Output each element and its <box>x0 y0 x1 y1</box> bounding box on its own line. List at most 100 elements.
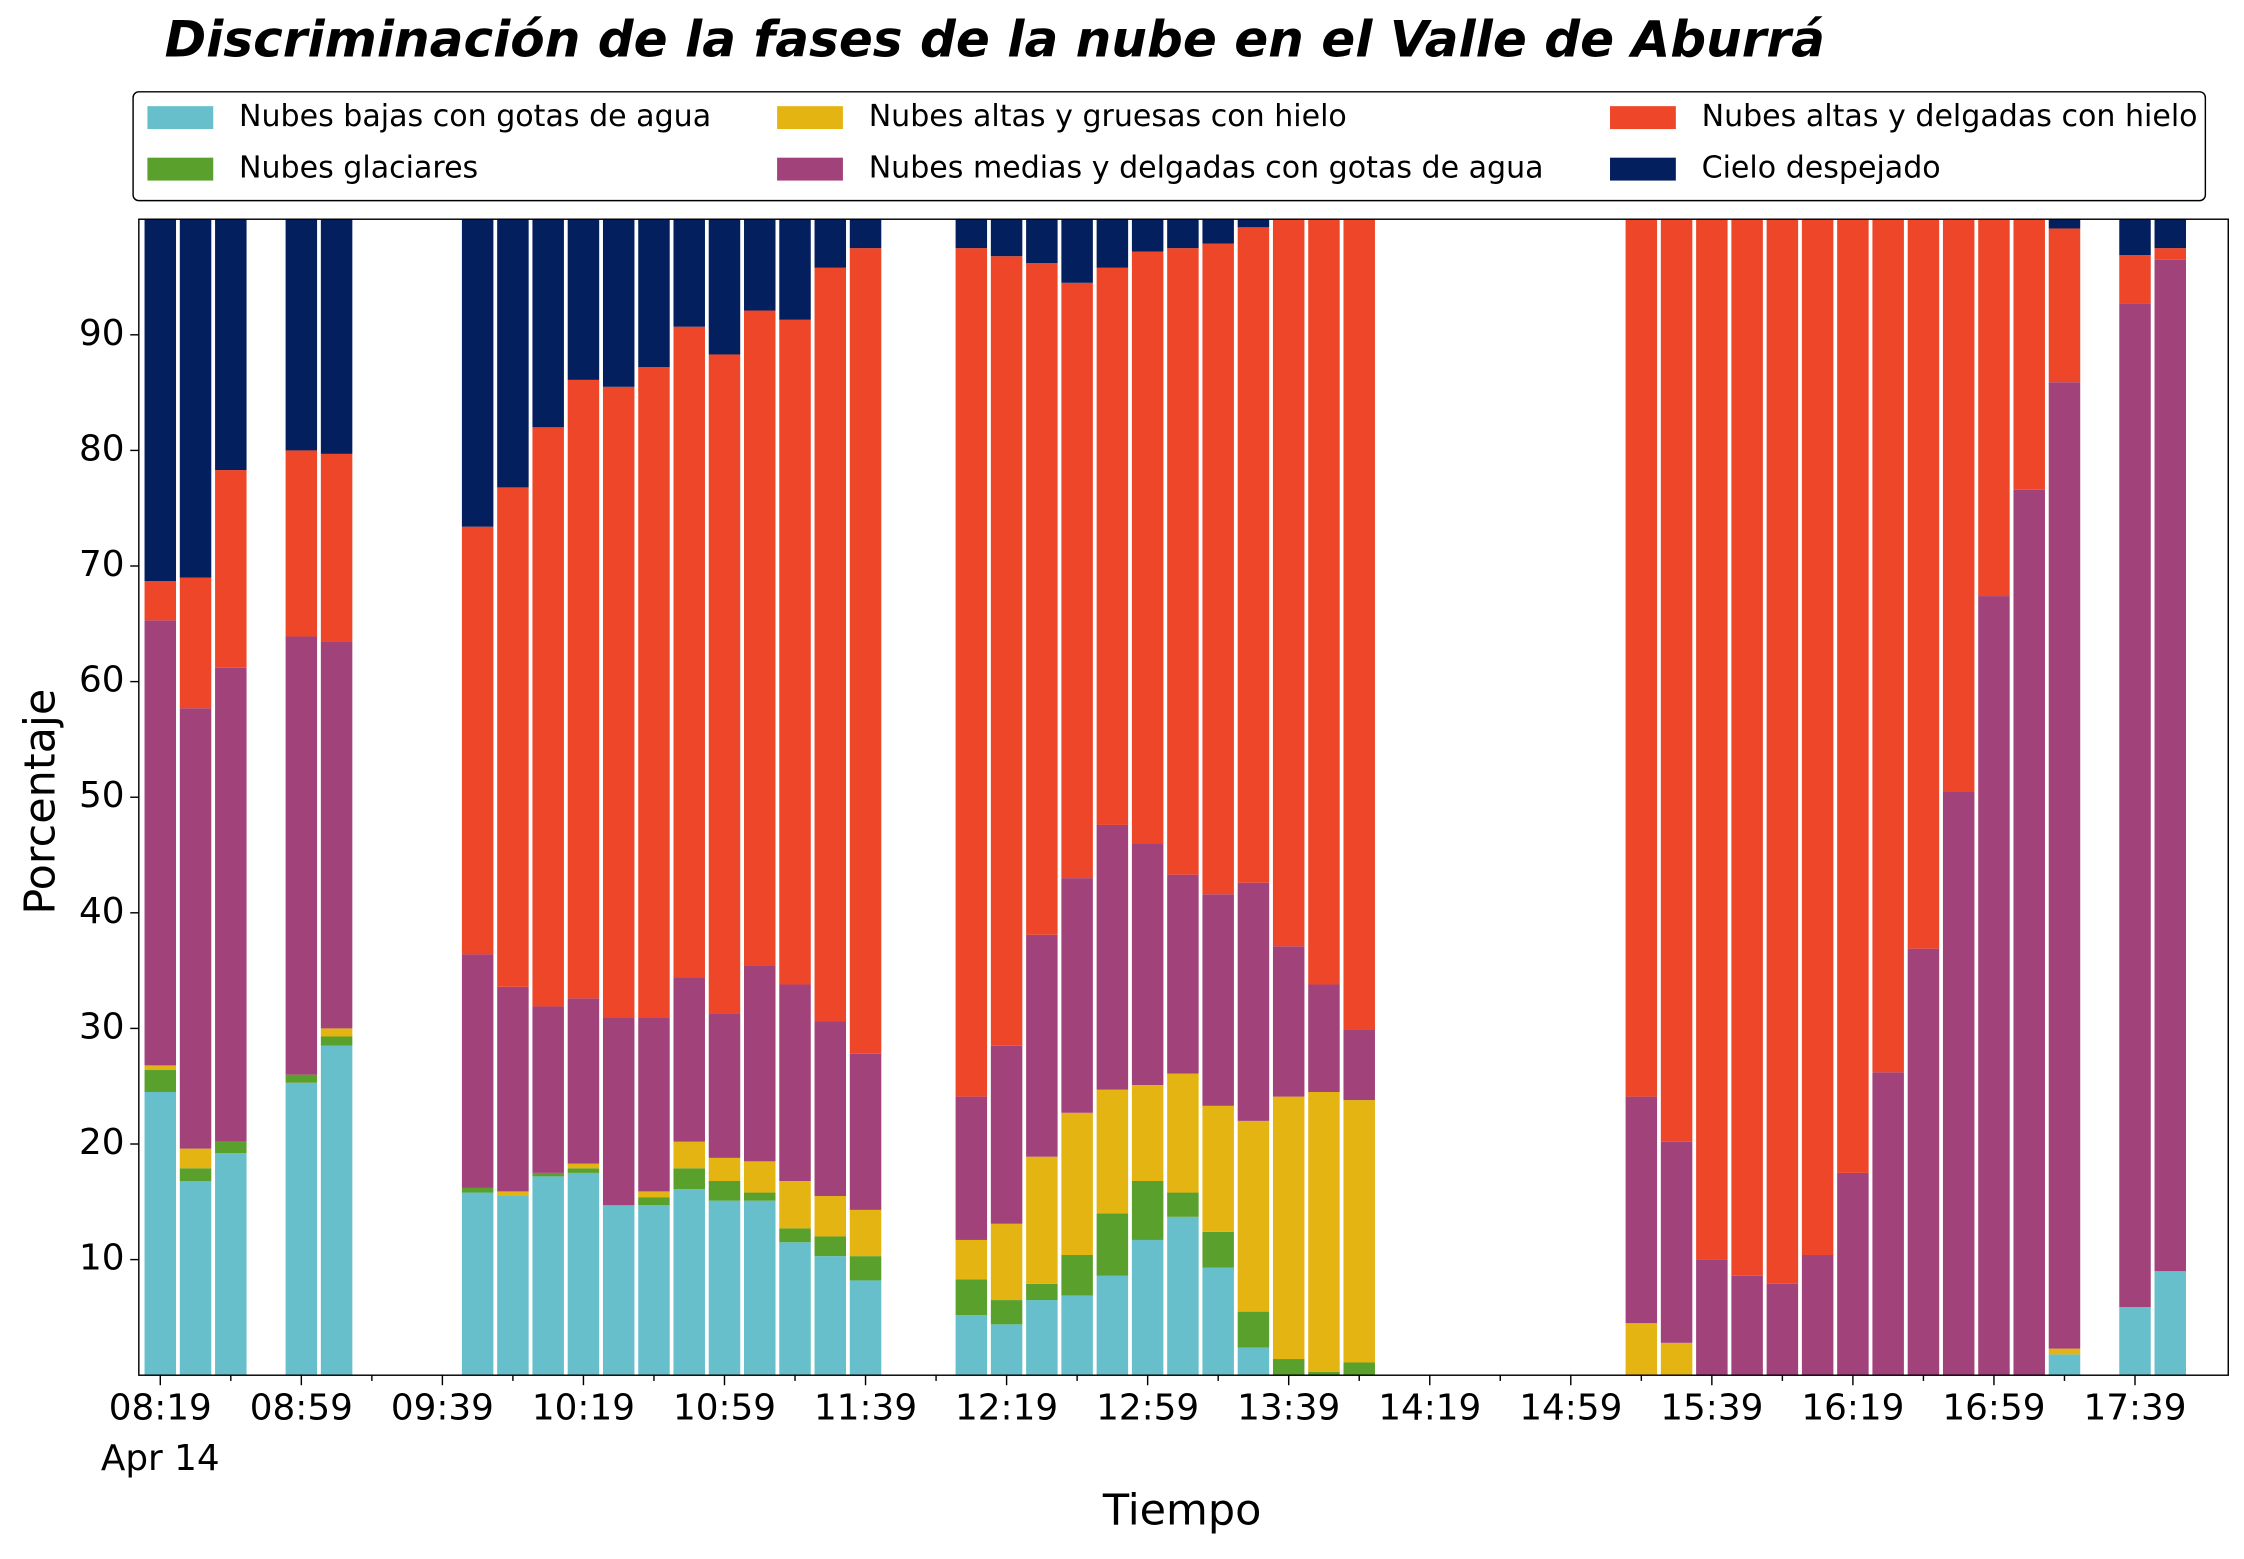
bar-segment <box>144 219 177 582</box>
bar-segment <box>2013 219 2045 490</box>
bar-segment <box>1167 1192 1199 1217</box>
bar-segment <box>638 367 670 1019</box>
bar-segment <box>1872 1072 1904 1376</box>
bar-segment <box>990 1045 1023 1224</box>
x-tick-label: 12:59 <box>1096 1388 1199 1429</box>
legend-label: Nubes altas y gruesas con hielo <box>869 99 1347 134</box>
bar-segment <box>1343 1029 1375 1101</box>
bar-segment <box>1167 1216 1199 1376</box>
bar-segment <box>779 319 811 985</box>
bar-segment <box>461 526 494 955</box>
legend-swatch <box>147 157 214 181</box>
bar-segment <box>179 1168 212 1181</box>
x-tick-label: 13:39 <box>1237 1388 1340 1429</box>
bar-segment <box>1096 1275 1129 1376</box>
bar-segment <box>497 1191 529 1197</box>
bar-segment <box>638 1018 670 1192</box>
bar-segment <box>1978 219 2010 597</box>
bar-segment <box>1907 219 1940 949</box>
bar-segment <box>779 1242 811 1376</box>
bar-segment <box>602 1205 635 1376</box>
bar-segment <box>744 1192 776 1201</box>
bar-segment <box>1837 219 1869 1173</box>
bar-segment <box>1026 263 1058 935</box>
bar-segment <box>144 1070 177 1092</box>
bar-segment <box>602 386 635 1019</box>
bar-segment <box>497 219 529 488</box>
bar-segment <box>1907 948 1940 1376</box>
bar-segment <box>1660 219 1693 1142</box>
x-tick-label: 16:59 <box>1942 1388 2045 1429</box>
bar-segment <box>1308 984 1340 1092</box>
bar-segment <box>1202 1231 1234 1268</box>
bar-segment <box>673 1189 705 1376</box>
bar-segment <box>1731 1275 1763 1376</box>
bar-segment <box>2119 1307 2151 1376</box>
bar-segment <box>1801 1254 1834 1376</box>
bar-segment <box>955 1315 988 1376</box>
bar-segment <box>2154 248 2187 260</box>
bar-segment <box>285 219 318 451</box>
bar-segment <box>638 1205 670 1376</box>
bar-segment <box>849 1280 882 1376</box>
bar-segment <box>1131 1239 1164 1376</box>
bar-segment <box>532 1172 564 1177</box>
bar-segment <box>461 1187 494 1193</box>
bar-segment <box>1061 1112 1093 1255</box>
bar-segment <box>1131 251 1164 844</box>
bar-segment <box>1625 1096 1658 1324</box>
bar-segment <box>285 1074 318 1083</box>
y-tick-label: 10 <box>79 1238 125 1279</box>
bar-segment <box>1167 874 1199 1074</box>
bar-segment <box>2119 303 2151 1308</box>
bar-segment <box>532 1176 564 1376</box>
bar-segment <box>1061 1295 1093 1376</box>
bar-segment <box>779 984 811 1181</box>
bar-segment <box>1061 1254 1093 1296</box>
bar-segment <box>567 1163 600 1169</box>
legend-label: Nubes altas y delgadas con hielo <box>1702 99 2198 134</box>
bar-segment <box>849 248 882 1054</box>
bar-segment <box>461 1192 494 1376</box>
bar-segment <box>1096 824 1129 1090</box>
y-tick-label: 80 <box>79 428 125 469</box>
bar-segment <box>215 219 247 471</box>
bar-segment <box>1696 1259 1728 1376</box>
bar-segment <box>673 219 705 327</box>
bar-segment <box>955 1096 988 1240</box>
bar-segment <box>1026 1283 1058 1301</box>
bar-segment <box>1766 219 1799 1284</box>
legend-swatch <box>777 106 843 130</box>
legend-box <box>132 91 2207 202</box>
bar-segment <box>1272 1359 1305 1376</box>
bar-segment <box>1272 1096 1305 1360</box>
bar-segment <box>179 708 212 1149</box>
bar-segment <box>215 470 247 668</box>
bar-segment <box>1202 1105 1234 1232</box>
bar-segment <box>1978 596 2010 1376</box>
bar-segment <box>744 965 776 1162</box>
bar-segment <box>779 1180 811 1229</box>
bar-segment <box>638 1197 670 1206</box>
bar-segment <box>1660 1342 1693 1376</box>
bar-segment <box>1061 878 1093 1113</box>
bar-segment <box>1343 1100 1375 1363</box>
bar-segment <box>1096 219 1129 268</box>
bar-segment <box>602 219 635 387</box>
bar-segment <box>638 219 670 368</box>
bar-segment <box>1237 1120 1270 1312</box>
bar-segment <box>955 248 988 1097</box>
bar-segment <box>532 1006 564 1173</box>
bar-segment <box>744 310 776 966</box>
bar-segment <box>1131 1180 1164 1240</box>
y-tick-label: 90 <box>79 313 125 354</box>
bar-segment <box>2048 219 2081 229</box>
bar-segment <box>673 977 705 1142</box>
bar-segment <box>567 379 600 999</box>
legend-swatch <box>1610 157 1676 181</box>
legend-label: Nubes glaciares <box>239 151 478 186</box>
bar-segment <box>1026 934 1058 1157</box>
bar-segment <box>320 1045 353 1376</box>
bar-segment <box>1202 243 1234 895</box>
y-tick-label: 60 <box>79 660 125 701</box>
